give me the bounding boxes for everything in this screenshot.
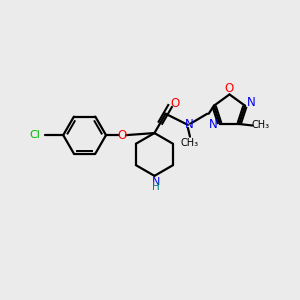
Text: O: O xyxy=(224,82,233,95)
Text: N: N xyxy=(185,118,194,131)
Text: CH₃: CH₃ xyxy=(181,138,199,148)
Text: N: N xyxy=(209,118,218,130)
Text: Cl: Cl xyxy=(29,130,40,140)
Text: O: O xyxy=(170,97,179,110)
Text: CH₃: CH₃ xyxy=(252,121,270,130)
Text: H: H xyxy=(152,182,160,192)
Text: N: N xyxy=(247,96,255,109)
Text: O: O xyxy=(118,129,127,142)
Text: N: N xyxy=(152,177,160,187)
